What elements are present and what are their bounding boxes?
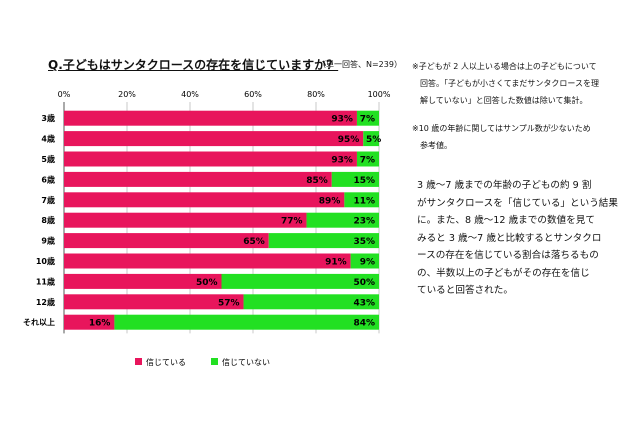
data-label: 84% (353, 319, 375, 329)
x-tick-label: 80% (307, 90, 325, 99)
summary-line: ースの存在を信じている割合は落ちるもの (417, 250, 599, 261)
data-label: 11% (353, 196, 375, 206)
bar-segment-believe (64, 273, 222, 289)
summary-line: みると 3 歳〜7 歳と比較するとサンタクロ (417, 232, 602, 244)
data-label: 35% (353, 237, 375, 247)
category-label: 7歳 (41, 195, 55, 205)
summary-line: がサンタクロースを「信じている」という結果 (417, 197, 618, 209)
note2-line: ※10 歳の年齢に関してはサンプル数が少ないため (412, 124, 591, 133)
x-tick-label: 20% (118, 90, 136, 99)
data-label: 9% (360, 258, 375, 268)
data-label: 7% (360, 156, 375, 166)
chart-subtitle: （単一回答、N=239） (318, 60, 402, 69)
data-label: 7% (360, 115, 375, 125)
category-label: 12歳 (36, 297, 55, 307)
chart-title: Q.子どもはサンタクロースの存在を信じていますか？ (48, 58, 339, 72)
bar-segment-not-believe (306, 212, 379, 228)
bar-segment-not-believe (356, 110, 379, 126)
data-label: 23% (353, 217, 375, 227)
data-label: 57% (218, 298, 240, 308)
bar-segment-believe (64, 212, 307, 228)
bar-segment-believe (64, 192, 345, 208)
bar-segment-not-believe (356, 151, 379, 167)
data-label: 93% (331, 115, 353, 125)
data-label: 50% (196, 278, 218, 288)
bar-segment-believe (64, 294, 244, 310)
category-label: 4歳 (41, 134, 55, 144)
bar-segment-not-believe (350, 253, 379, 269)
legend-label: 信じている (146, 357, 186, 367)
data-label: 93% (331, 156, 353, 166)
data-label: 5% (366, 135, 381, 145)
note-age-10: ※10 歳の年齢に関してはサンプル数が少ないため 参考値。 (412, 120, 591, 154)
bar-segment-believe (64, 110, 357, 126)
category-label: 3歳 (41, 113, 55, 123)
data-label: 43% (353, 298, 375, 308)
bar-segment-believe (64, 151, 357, 167)
note1-line: ※子どもが 2 人以上いる場合は上の子どもについて (412, 62, 597, 71)
data-label: 16% (89, 319, 111, 329)
x-tick-label: 0% (58, 90, 71, 99)
bar-segment-not-believe (114, 314, 380, 330)
legend-swatch (211, 358, 218, 365)
data-label: 85% (306, 176, 328, 186)
bar-segment-believe (64, 314, 115, 330)
legend-swatch (135, 358, 142, 365)
data-label: 91% (325, 258, 347, 268)
summary-line: の、半数以上の子どもがその存在を信じ (417, 267, 590, 279)
category-label: 11歳 (36, 276, 55, 286)
category-label: 10歳 (36, 256, 55, 266)
category-label: 9歳 (41, 236, 55, 246)
category-label: 5歳 (41, 154, 55, 164)
bar-segment-not-believe (243, 294, 379, 310)
bar-segment-not-believe (363, 131, 379, 147)
category-label: 6歳 (41, 174, 55, 184)
note1-line: 解していない」と回答した数値は除いて集計。 (412, 96, 588, 105)
x-tick-label: 40% (181, 90, 199, 99)
bar-segment-believe (64, 253, 351, 269)
data-label: 89% (319, 196, 341, 206)
category-label: それ以上 (23, 317, 55, 327)
data-label: 50% (353, 278, 375, 288)
bar-segment-not-believe (331, 171, 379, 187)
data-label: 15% (353, 176, 375, 186)
data-label: 95% (338, 135, 360, 145)
legend-label: 信じていない (222, 357, 270, 367)
bar-segment-not-believe (221, 273, 379, 289)
data-label: 65% (243, 237, 265, 247)
bar-segment-not-believe (344, 192, 379, 208)
data-label: 77% (281, 217, 303, 227)
bar-segment-believe (64, 171, 332, 187)
note-sibling-rule: ※子どもが 2 人以上いる場合は上の子どもについて 回答。「子どもが小さくてまだ… (412, 58, 599, 109)
bar-segment-not-believe (268, 233, 379, 249)
category-label: 8歳 (41, 215, 55, 225)
summary-line: に。また、8 歳〜12 歳までの数値を見て (417, 215, 595, 226)
note2-line: 参考値。 (412, 141, 452, 150)
x-tick-label: 100% (368, 90, 391, 99)
summary-line: ていると回答された。 (417, 285, 513, 296)
summary-text: 3 歳〜7 歳までの年齢の子どもの約 9 割がサンタクロースを「信じている」とい… (417, 177, 627, 300)
summary-line: 3 歳〜7 歳までの年齢の子どもの約 9 割 (417, 180, 592, 191)
x-tick-label: 60% (244, 90, 262, 99)
bar-segment-believe (64, 131, 364, 147)
bar-segment-believe (64, 233, 269, 249)
note1-line: 回答。「子どもが小さくてまだサンタクロースを理 (412, 79, 599, 88)
